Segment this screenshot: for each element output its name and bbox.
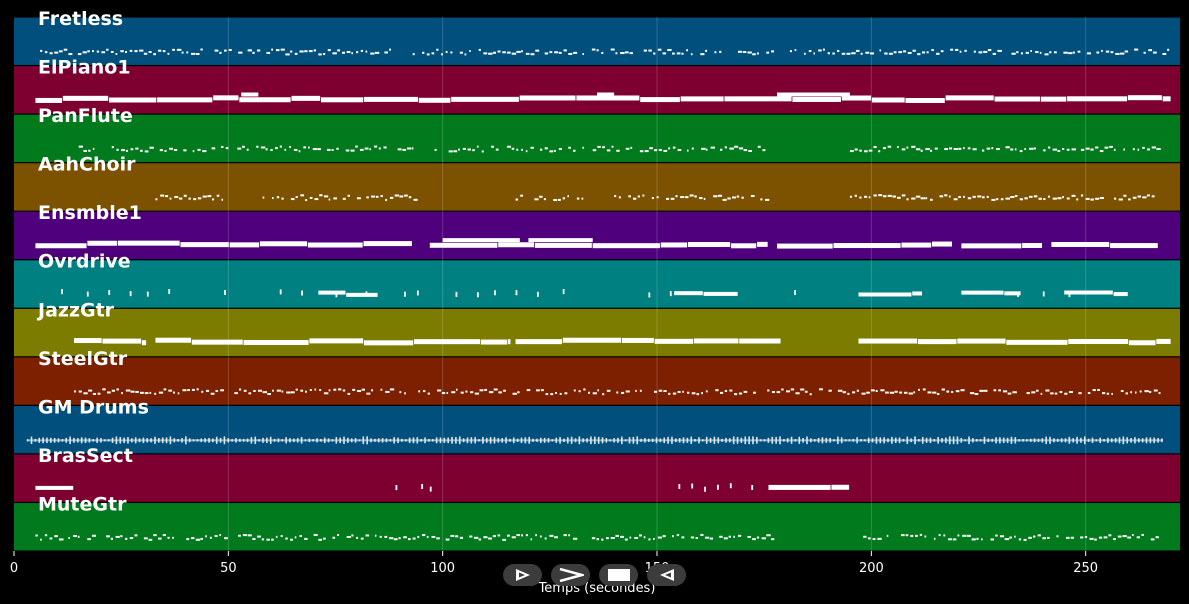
track-notes	[35, 238, 1158, 249]
x-tick-label: 50	[220, 561, 237, 576]
stop-button[interactable]	[599, 564, 638, 586]
tracks-layer	[14, 17, 1180, 551]
rewind-button[interactable]	[647, 564, 686, 586]
track-label: BrasSect	[38, 445, 133, 467]
track-label: Fretless	[38, 8, 123, 30]
track-lane	[14, 211, 1180, 260]
track-notes	[35, 533, 1159, 541]
x-tick-label: 200	[859, 561, 884, 576]
track-lane	[14, 66, 1180, 114]
grid-layer	[227, 17, 1087, 551]
track-notes	[35, 483, 850, 492]
track-label: JazzGtr	[36, 299, 115, 321]
track-lane	[14, 357, 1180, 405]
play-forward-button[interactable]	[503, 564, 542, 586]
track-labels-layer: Fretless ElPiano1 PanFlute AahChoir Ensmble1…	[36, 8, 149, 515]
chevron-right-icon	[559, 568, 584, 582]
track-notes	[26, 436, 1163, 445]
play-outline-icon	[515, 569, 530, 581]
stop-icon	[607, 569, 630, 581]
x-tick-label: 100	[430, 561, 455, 576]
track-notes	[74, 388, 1161, 396]
track-notes	[78, 145, 1161, 153]
x-tick-label: 0	[10, 561, 18, 576]
track-label: SteelGtr	[38, 348, 128, 370]
track-notes	[40, 48, 1170, 56]
x-tick-label: 250	[1073, 561, 1098, 576]
track-label: GM Drums	[38, 396, 149, 418]
track-lane	[14, 114, 1180, 163]
track-notes	[61, 288, 1128, 298]
track-label: ElPiano1	[38, 57, 131, 79]
track-lane	[14, 260, 1180, 308]
notes-layer	[26, 48, 1171, 541]
playback-controls	[503, 564, 686, 586]
track-lane	[14, 405, 1180, 454]
track-label: AahChoir	[38, 154, 136, 176]
track-label: Ensmble1	[38, 202, 142, 224]
track-label: Ovrdrive	[38, 251, 131, 273]
track-notes	[35, 92, 1171, 103]
play-backward-icon	[659, 569, 674, 581]
track-lane	[14, 503, 1180, 551]
track-notes	[155, 194, 1155, 202]
fast-forward-button[interactable]	[551, 564, 590, 586]
track-label: MuteGtr	[38, 493, 127, 515]
track-lane	[14, 163, 1180, 211]
track-lane	[14, 17, 1180, 65]
track-label: PanFlute	[38, 105, 133, 127]
track-lane	[14, 308, 1180, 357]
track-lane	[14, 454, 1180, 502]
track-notes	[74, 337, 1171, 346]
